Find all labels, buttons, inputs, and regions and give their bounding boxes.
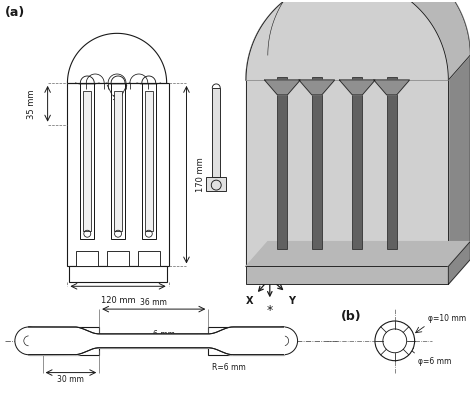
Bar: [206, 177, 226, 191]
Text: 35 mm: 35 mm: [27, 89, 36, 119]
Polygon shape: [137, 83, 161, 84]
Circle shape: [270, 327, 298, 355]
Polygon shape: [106, 83, 130, 84]
Bar: [81, 83, 94, 239]
Text: *: *: [267, 304, 273, 317]
Bar: [107, 251, 129, 266]
Bar: [69, 266, 167, 282]
Text: (a): (a): [5, 6, 25, 19]
Text: φ=6 mm: φ=6 mm: [418, 357, 451, 366]
Text: 6 mm: 6 mm: [153, 330, 174, 339]
Circle shape: [15, 327, 43, 355]
Polygon shape: [299, 80, 335, 95]
Bar: [29, 327, 99, 355]
Bar: [246, 266, 448, 284]
Polygon shape: [339, 80, 375, 95]
Text: 30 mm: 30 mm: [57, 374, 84, 384]
Polygon shape: [246, 0, 470, 80]
Bar: [352, 77, 362, 249]
Text: 120 mm: 120 mm: [101, 296, 136, 305]
Polygon shape: [75, 83, 99, 84]
Text: 36 mm: 36 mm: [140, 298, 167, 307]
Bar: [83, 91, 91, 231]
Text: R=6 mm: R=6 mm: [212, 363, 246, 372]
Bar: [212, 88, 220, 177]
Text: X: X: [246, 296, 254, 306]
Bar: [76, 251, 98, 266]
Polygon shape: [448, 242, 470, 284]
Bar: [138, 251, 160, 266]
Bar: [142, 83, 156, 239]
Text: (b): (b): [341, 310, 362, 323]
Bar: [114, 91, 122, 231]
Polygon shape: [246, 80, 448, 266]
Text: 170 mm: 170 mm: [196, 157, 205, 192]
Polygon shape: [246, 242, 470, 266]
Polygon shape: [246, 0, 470, 80]
Text: φ=10 mm: φ=10 mm: [428, 314, 465, 323]
Bar: [208, 327, 284, 355]
Bar: [387, 77, 397, 249]
Polygon shape: [246, 55, 470, 80]
Polygon shape: [246, 0, 448, 80]
Bar: [145, 91, 153, 231]
Bar: [67, 83, 169, 266]
Bar: [312, 77, 322, 249]
Bar: [99, 334, 208, 348]
Polygon shape: [264, 80, 300, 95]
Circle shape: [375, 321, 415, 361]
Polygon shape: [246, 242, 470, 266]
Circle shape: [211, 180, 221, 190]
Bar: [277, 77, 287, 249]
Polygon shape: [374, 80, 410, 95]
Text: Y: Y: [288, 296, 295, 306]
Bar: [111, 83, 125, 239]
Polygon shape: [448, 55, 470, 266]
Polygon shape: [268, 55, 470, 242]
